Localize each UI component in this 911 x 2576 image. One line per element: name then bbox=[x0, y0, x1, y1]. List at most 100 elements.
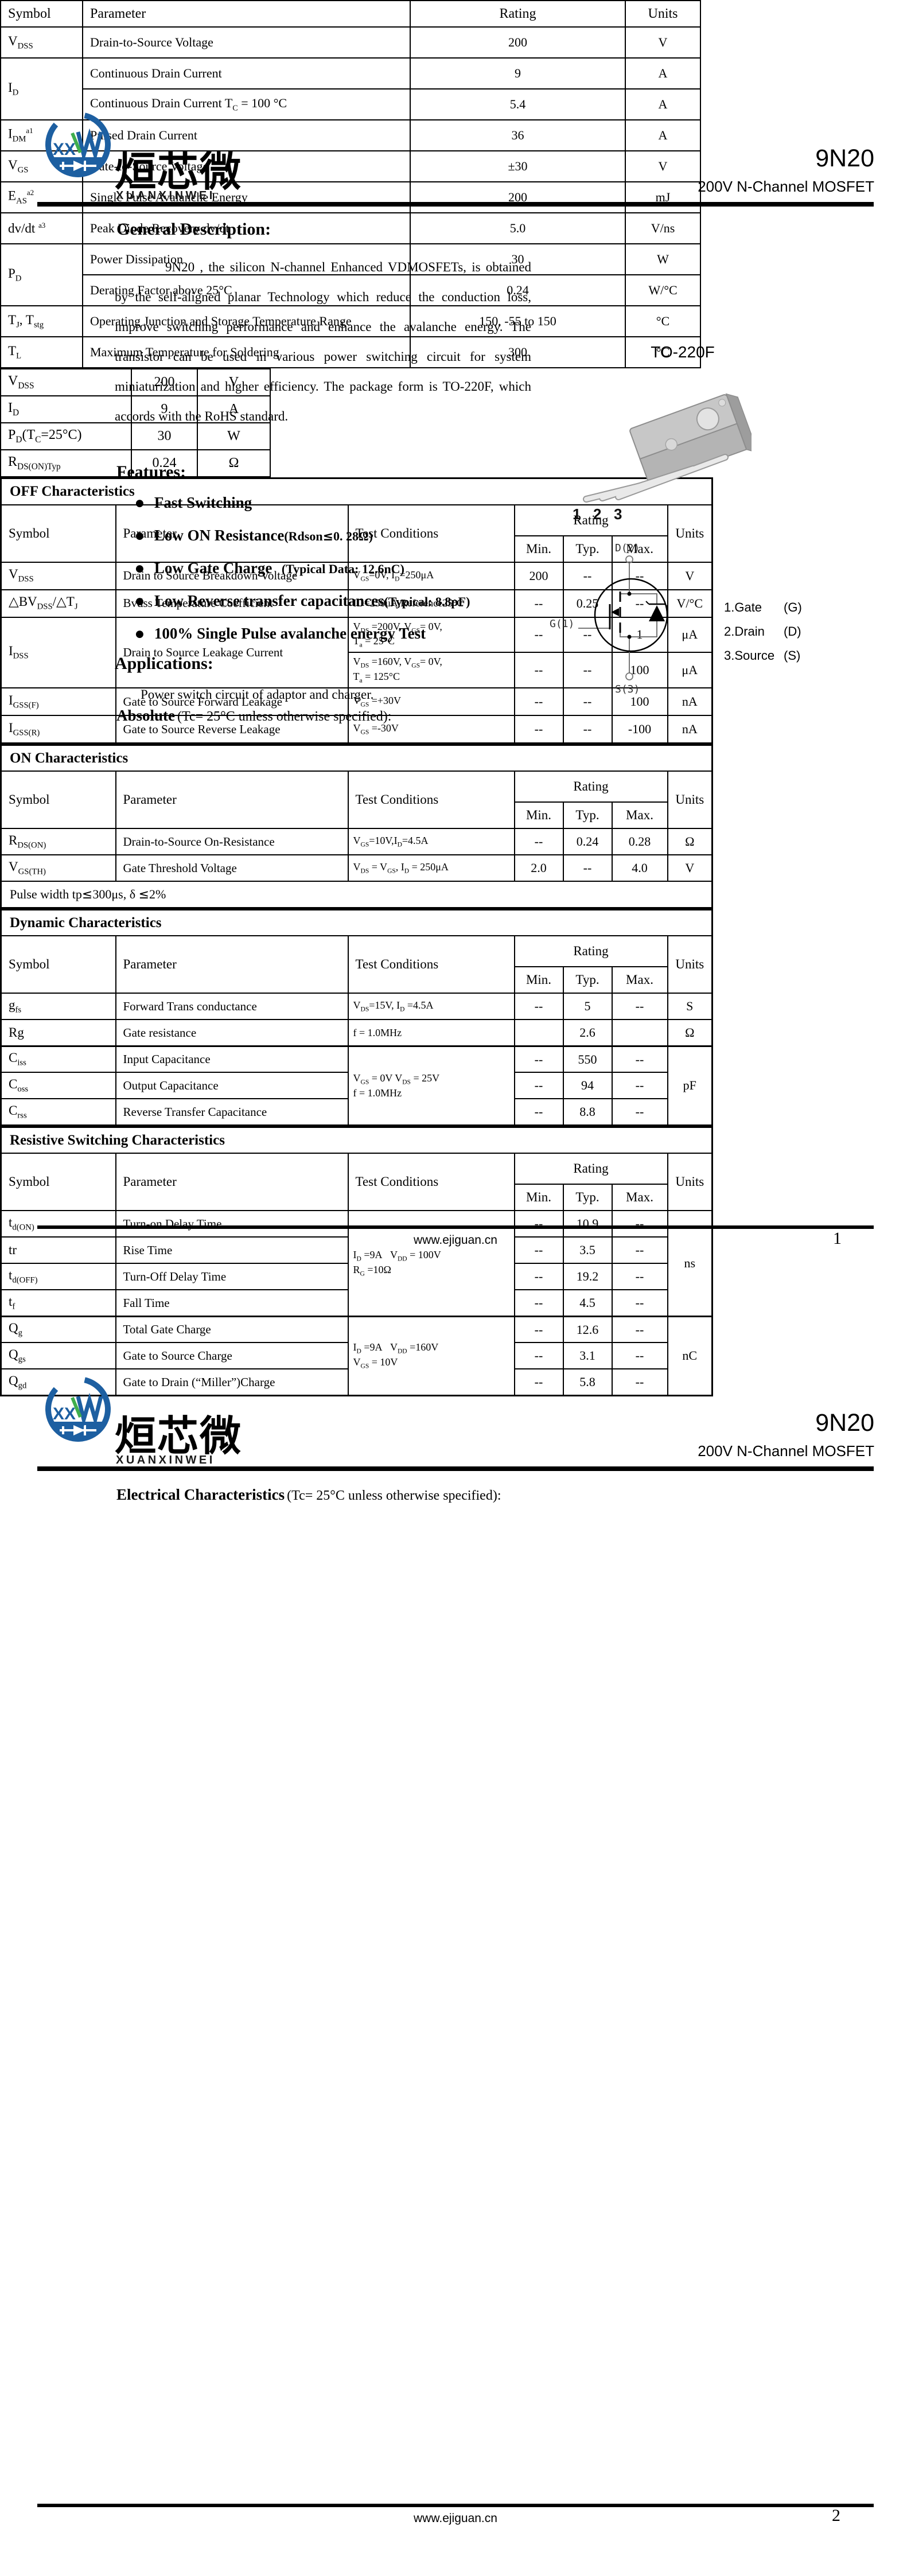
table-row: RDS(ON) Drain-to-Source On-Resistance VGS=… bbox=[0, 828, 713, 856]
table-row: △BVDSS/△TJ Bvdss Temperature Coefficient I… bbox=[0, 589, 713, 618]
legend-name: 3.Source bbox=[724, 648, 775, 663]
table-cell: 4.0 bbox=[611, 854, 668, 882]
table-cell: VDS =200V, VGS= 0V, Ta = 25°C bbox=[347, 616, 515, 653]
column-header: Test Conditions bbox=[347, 771, 515, 830]
table-cell: -- bbox=[513, 1368, 564, 1396]
table-cell: W bbox=[625, 243, 701, 275]
drain-label: D(2) bbox=[615, 542, 640, 554]
table-cell: Gate-to-Source Voltage bbox=[82, 150, 411, 182]
feature-item: ● Low ON Resistance(Rdson≤0. 28Ω) bbox=[135, 519, 470, 552]
table-cell: °C bbox=[625, 336, 701, 368]
page-number: 2 bbox=[832, 2506, 840, 2525]
table-cell: 550 bbox=[562, 1045, 613, 1073]
table-cell: mJ bbox=[625, 181, 701, 213]
table-cell: -- bbox=[513, 828, 564, 856]
table-cell: Ciss bbox=[0, 1045, 116, 1073]
column-header: Typ. bbox=[562, 801, 613, 830]
table-cell: VGS =+30V bbox=[347, 687, 515, 717]
table-row: IGSS(R) Gate to Source Reverse Leakage VGS… bbox=[0, 715, 713, 744]
table-cell: 4.5 bbox=[562, 1289, 613, 1317]
page1-right-column: VDSS 200 V ID 9 A PD(TC=25°C) 30 W RDS(ON)Typ 0.24… bbox=[0, 343, 911, 695]
table-cell: -- bbox=[513, 1072, 564, 1100]
table-cell: VGS(TH) bbox=[0, 854, 116, 882]
table-cell: pF bbox=[667, 1045, 713, 1126]
table-cell: -- bbox=[611, 993, 668, 1021]
table-cell: Gate to Source Forward Leakage bbox=[115, 687, 349, 717]
feature-item: ● Low Gate Charge (Typical Data: 12.6nC) bbox=[135, 552, 470, 585]
footer-rule bbox=[37, 2504, 874, 2507]
table-cell: μA bbox=[667, 616, 713, 653]
package-body bbox=[629, 393, 752, 486]
general-description-title: General Description: bbox=[116, 220, 271, 239]
page1-body: General Description: 9N20 , the silicon … bbox=[0, 0, 911, 724]
pin-number-2: 2 bbox=[593, 505, 601, 523]
feature-text: 100% Single Pulse avalanche energy Test bbox=[154, 625, 426, 642]
table-cell: f = 1.0MHz bbox=[347, 1019, 515, 1047]
section-title-row: Resistive Switching Characteristics bbox=[0, 1126, 713, 1154]
table-cell: IGSS(F) bbox=[0, 687, 116, 717]
column-header: Min. bbox=[513, 966, 564, 994]
absolute-title-bold: Absolute bbox=[116, 707, 176, 724]
table-header-row: Symbol Parameter Test Conditions Rating … bbox=[0, 771, 713, 830]
electrical-title-bold: Electrical Characteristics bbox=[116, 1486, 285, 1503]
table-cell: Turn-Off Delay Time bbox=[115, 1263, 349, 1291]
abs-max-table: Symbol Parameter Rating Units VDSS Drain-… bbox=[0, 0, 701, 368]
table-cell: -- bbox=[513, 1289, 564, 1317]
column-header: Test Conditions bbox=[347, 935, 515, 994]
table-cell: ID=250uA,Reference25°C bbox=[347, 589, 515, 618]
table-cell: ID bbox=[0, 57, 83, 120]
table-cell: A bbox=[625, 57, 701, 90]
bullet-icon: ● bbox=[135, 595, 144, 607]
table-row: PD Power Dissipation 30 W bbox=[0, 243, 701, 306]
table-row: gfs Forward Trans conductance VDS=15V, ID … bbox=[0, 993, 713, 1021]
logo-initials: XX bbox=[53, 1404, 76, 1423]
table-header-row: Symbol Parameter Test Conditions Rating … bbox=[0, 504, 713, 563]
table-row: PD(TC=25°C) 30 W bbox=[0, 422, 271, 450]
features-title: Features: bbox=[116, 462, 186, 481]
table-cell: -- bbox=[562, 854, 613, 882]
brand-name: 烜芯微 bbox=[115, 149, 243, 195]
table-cell: 12.6 bbox=[562, 1315, 613, 1344]
table-cell: -- bbox=[611, 1368, 668, 1396]
column-header: Symbol bbox=[0, 771, 116, 830]
table-cell: ID bbox=[0, 395, 132, 423]
table-cell: IDMa1 bbox=[0, 119, 83, 151]
table-row: dv/dt a3 Peak Diode Recovery dv/dt 5.0 V/ns bbox=[0, 212, 701, 244]
table-cell: RDS(ON)Typ bbox=[0, 449, 132, 477]
legend-row: 3.Source (S) bbox=[724, 644, 802, 668]
logo-zigzag bbox=[76, 128, 103, 163]
table-row: VDS =160V, VGS= 0V, Ta = 125°C -- -- 100 μA bbox=[1, 652, 713, 689]
package-pins bbox=[583, 454, 729, 503]
column-header: Units bbox=[667, 935, 713, 994]
column-header: Typ. bbox=[562, 535, 613, 563]
table-cell: ID =9A VDD =160V VGS = 10V bbox=[347, 1315, 515, 1396]
table-row: VGS Gate-to-Source Voltage ±30 V bbox=[0, 150, 701, 182]
column-header: Units bbox=[625, 0, 701, 28]
table-cell: VDSS bbox=[0, 561, 116, 590]
table-row: VDSS Drain-to-Source Voltage 200 V bbox=[0, 26, 701, 59]
table-cell: Crss bbox=[0, 1098, 116, 1126]
table-cell: td(OFF) bbox=[0, 1263, 116, 1291]
table-subheader-row: Min. Typ. Max. bbox=[1, 801, 713, 830]
table-cell: -- bbox=[611, 1289, 668, 1317]
table-cell: A bbox=[625, 88, 701, 120]
features-list: ● Fast Switching ● Low ON Resistance(Rdson… bbox=[135, 487, 470, 650]
table-cell: 5.8 bbox=[562, 1368, 613, 1396]
legend-name: 1.Gate bbox=[724, 600, 762, 614]
column-header: Symbol bbox=[0, 1153, 116, 1212]
table-cell: Ω bbox=[197, 449, 271, 477]
table-cell: -- bbox=[611, 1342, 668, 1370]
company-logo: XX bbox=[45, 112, 111, 177]
table-cell: -- bbox=[513, 1263, 564, 1291]
table-cell: 200 bbox=[410, 26, 626, 59]
table-cell: Rise Time bbox=[115, 1236, 349, 1264]
column-header: Units bbox=[667, 1153, 713, 1212]
table-row: Crss Reverse Transfer Capacitance -- 8.8 -- bbox=[0, 1098, 713, 1126]
column-header: Parameter bbox=[115, 935, 349, 994]
table-cell: Drain to Source Breakdown Voltage bbox=[115, 561, 349, 590]
table-cell bbox=[513, 1019, 564, 1047]
feature-text: Low Reverse transfer capacitances(Typica… bbox=[154, 592, 470, 609]
table-cell: PD(TC=25°C) bbox=[0, 422, 132, 450]
table-cell: 8.8 bbox=[562, 1098, 613, 1126]
table-header-row: Symbol Parameter Test Conditions Rating … bbox=[0, 935, 713, 994]
